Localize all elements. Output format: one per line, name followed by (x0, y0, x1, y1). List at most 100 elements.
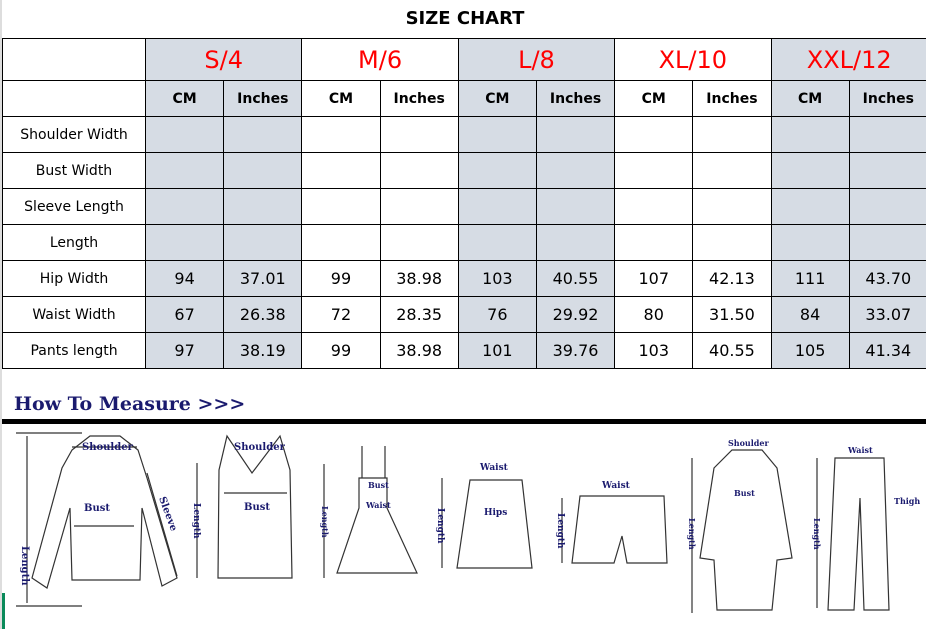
value-cell (144, 152, 225, 189)
unit-header: CM (457, 80, 537, 117)
label-length: Length (812, 518, 822, 550)
unit-header: Inches (379, 80, 459, 117)
label-waist: Waist (365, 500, 391, 510)
row-label: Hip Width (2, 260, 146, 297)
value-cell (692, 116, 772, 153)
label-bust: Bust (84, 503, 110, 514)
value-cell (848, 152, 926, 189)
value-cell: 38.98 (379, 332, 459, 369)
size-header: M/6 (301, 38, 459, 81)
value-cell (535, 188, 616, 225)
value-cell (379, 224, 459, 261)
value-cell (614, 152, 694, 189)
pants-figure: Waist Thigh Length (812, 445, 920, 611)
value-cell (614, 188, 694, 225)
value-cell: 107 (614, 260, 694, 297)
row-label: Bust Width (2, 152, 146, 189)
value-cell (379, 188, 459, 225)
label-waist: Waist (847, 445, 873, 455)
value-cell (144, 188, 225, 225)
label-hips: Hips (484, 508, 507, 518)
size-header: XXL/12 (770, 38, 926, 81)
row-label: Waist Width (2, 296, 146, 333)
label-bust: Bust (368, 480, 389, 490)
label-bust: Bust (734, 488, 755, 498)
value-cell (223, 152, 303, 189)
value-cell (535, 152, 616, 189)
skirt-figure: Waist Hips Length (435, 463, 533, 569)
value-cell: 84 (770, 296, 850, 333)
dress-figure: Bust Waist Length (320, 446, 418, 578)
value-cell (379, 152, 459, 189)
unit-header: Inches (223, 80, 303, 117)
value-cell (457, 188, 537, 225)
label-thigh: Thigh (894, 496, 920, 506)
value-cell (535, 224, 616, 261)
value-cell: 97 (144, 332, 225, 369)
unit-header: Inches (848, 80, 926, 117)
value-cell (692, 152, 772, 189)
how-to-measure-heading: How To Measure >>> (14, 393, 246, 415)
value-cell (144, 116, 225, 153)
value-cell (614, 116, 694, 153)
value-cell: 28.35 (379, 296, 459, 333)
table-row: Length (2, 224, 926, 261)
value-cell: 105 (770, 332, 850, 369)
label-length: Length (687, 518, 697, 550)
value-cell (457, 116, 537, 153)
row-label: Pants length (2, 332, 146, 369)
value-cell (770, 188, 850, 225)
label-shoulder: Shoulder (82, 442, 134, 453)
label-length: Length (555, 513, 565, 549)
tank-figure: Shoulder Bust Length (191, 434, 293, 579)
value-cell: 33.07 (848, 296, 926, 333)
value-cell: 80 (614, 296, 694, 333)
measure-illustrations: Shoulder Bust Length Sleeve Shoulder Bus… (16, 432, 920, 613)
value-cell: 103 (614, 332, 694, 369)
value-cell: 101 (457, 332, 537, 369)
value-cell: 40.55 (535, 260, 616, 297)
value-cell: 29.92 (535, 296, 616, 333)
value-cell (692, 224, 772, 261)
value-cell: 39.76 (535, 332, 616, 369)
unit-header: CM (301, 80, 381, 117)
value-cell: 38.98 (379, 260, 459, 297)
value-cell (379, 116, 459, 153)
value-cell (457, 224, 537, 261)
value-cell: 99 (301, 260, 381, 297)
value-cell (848, 224, 926, 261)
unit-header: Inches (535, 80, 616, 117)
value-cell (535, 116, 616, 153)
unit-header: CM (770, 80, 850, 117)
table-row: Bust Width (2, 152, 926, 189)
size-header: L/8 (457, 38, 616, 81)
value-cell: 31.50 (692, 296, 772, 333)
value-cell: 26.38 (223, 296, 303, 333)
value-cell (223, 116, 303, 153)
label-length: Length (320, 506, 330, 538)
size-header: S/4 (144, 38, 303, 81)
value-cell (848, 116, 926, 153)
value-cell: 76 (457, 296, 537, 333)
label-shoulder: Shoulder (728, 438, 769, 448)
label-length: Length (435, 508, 445, 544)
size-table: S/4 M/6 L/8 XL/10 XXL/12 CM Inches CM Inches CM In… (2, 38, 926, 369)
size-header: XL/10 (614, 38, 772, 81)
value-cell (770, 152, 850, 189)
label-waist: Waist (601, 481, 631, 491)
value-cell (692, 188, 772, 225)
value-cell: 67 (144, 296, 225, 333)
value-cell (301, 152, 381, 189)
table-row: Waist Width 67 26.38 72 28.35 76 29.92 80 31.50 8… (2, 296, 926, 333)
label-sleeve: Sleeve (156, 495, 179, 533)
value-cell (223, 188, 303, 225)
table-row: Shoulder Width (2, 116, 926, 153)
value-cell: 41.34 (848, 332, 926, 369)
page-title: SIZE CHART (405, 8, 525, 29)
corner-cell (2, 80, 146, 117)
coat-figure: Shoulder Bust Length (687, 438, 793, 613)
value-cell (848, 188, 926, 225)
value-cell (614, 224, 694, 261)
value-cell (144, 224, 225, 261)
corner-cell (2, 38, 146, 81)
